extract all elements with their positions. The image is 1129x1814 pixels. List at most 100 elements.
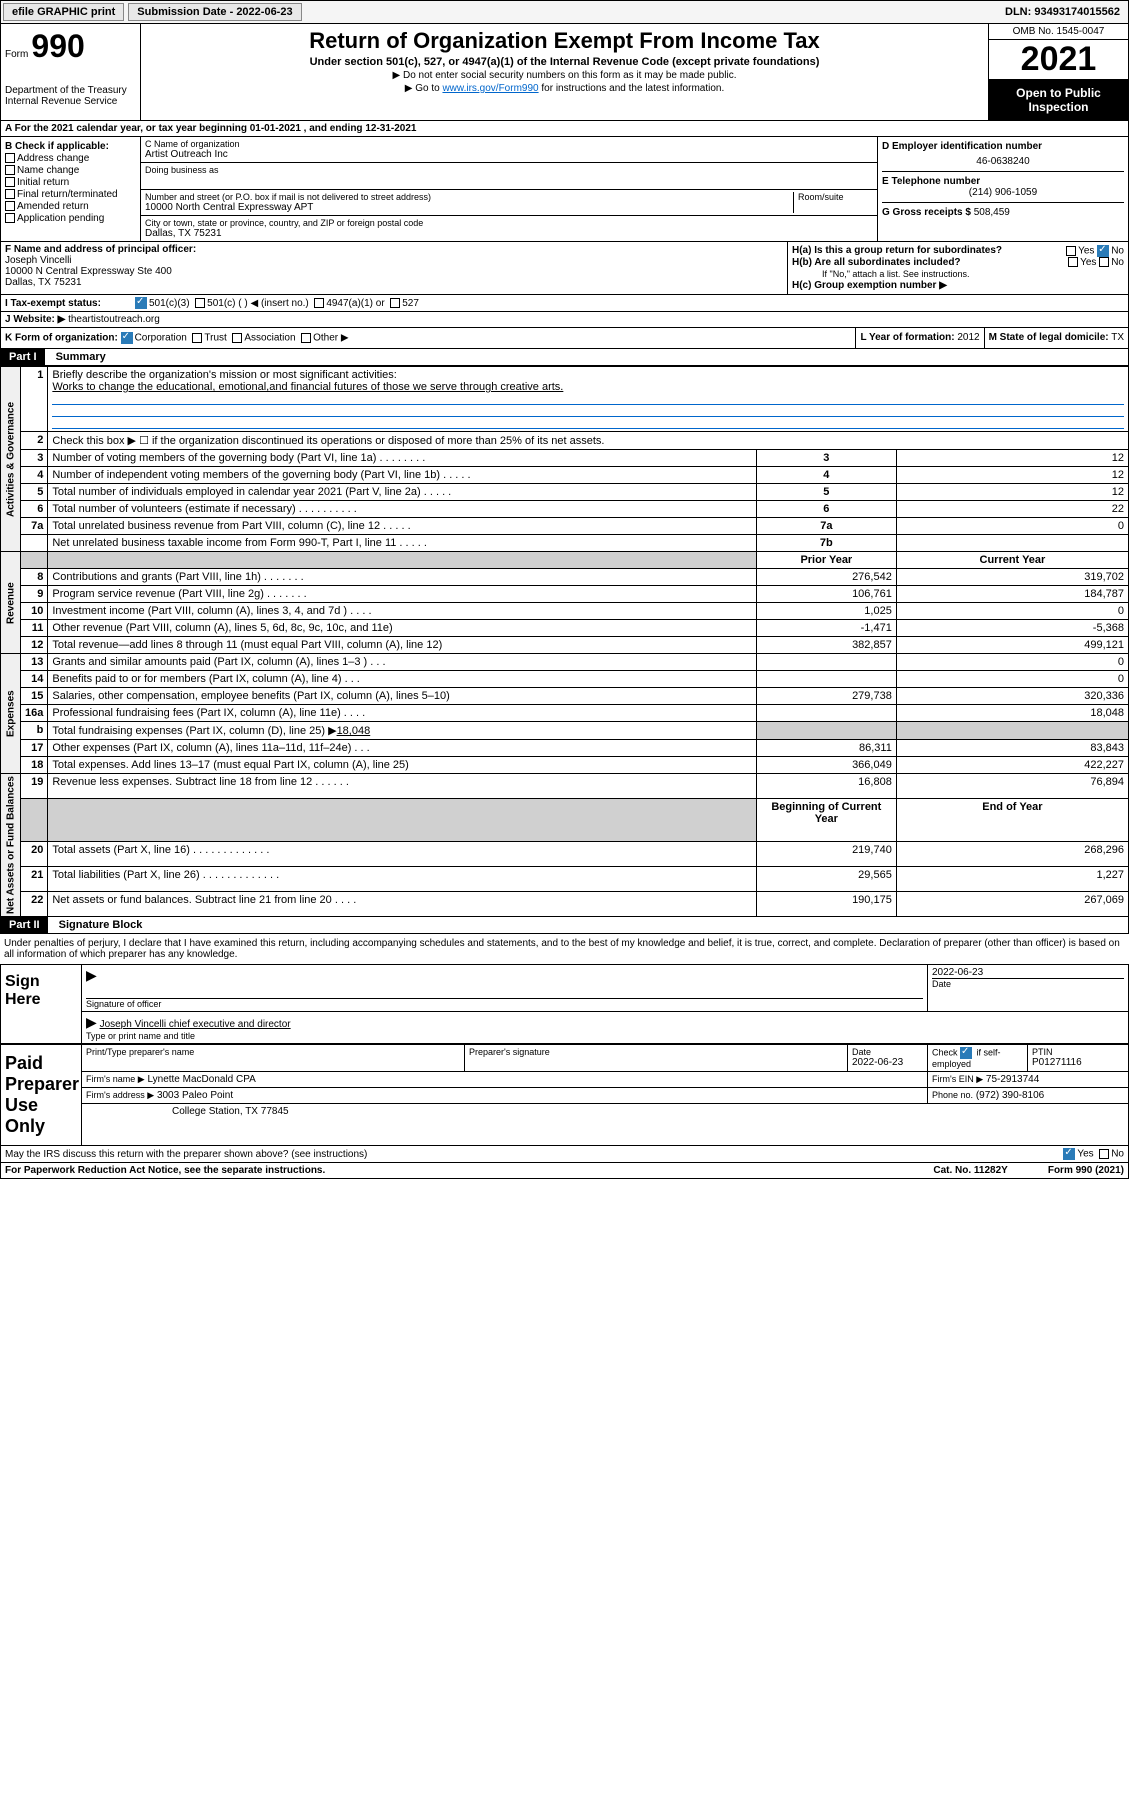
final-return-checkbox[interactable] bbox=[5, 189, 15, 199]
prior-year-header: Prior Year bbox=[756, 552, 896, 569]
association-checkbox[interactable] bbox=[232, 333, 242, 343]
pra-notice: For Paperwork Reduction Act Notice, see … bbox=[5, 1165, 325, 1176]
l8-prior: 276,542 bbox=[756, 569, 896, 586]
l4-value: 12 bbox=[896, 467, 1128, 484]
form-title: Return of Organization Exempt From Incom… bbox=[149, 28, 980, 54]
cat-no: Cat. No. 11282Y bbox=[933, 1165, 1007, 1176]
sign-here-label: Sign Here bbox=[1, 965, 81, 1043]
other-checkbox[interactable] bbox=[301, 333, 311, 343]
firm-addr1: 3003 Paleo Point bbox=[157, 1090, 233, 1101]
mission-text: Works to change the educational, emotion… bbox=[52, 381, 563, 393]
footer-row: For Paperwork Reduction Act Notice, see … bbox=[0, 1163, 1129, 1179]
l7a-value: 0 bbox=[896, 518, 1128, 535]
name-change-checkbox[interactable] bbox=[5, 165, 15, 175]
l12-prior: 382,857 bbox=[756, 637, 896, 654]
org-street: 10000 North Central Expressway APT bbox=[145, 202, 793, 213]
begin-year-header: Beginning of Current Year bbox=[756, 799, 896, 842]
dept-treasury: Department of the Treasury bbox=[5, 85, 136, 96]
firm-phone: (972) 390-8106 bbox=[976, 1090, 1044, 1101]
l19-current: 76,894 bbox=[896, 774, 1128, 799]
l20-prior: 219,740 bbox=[756, 841, 896, 866]
amended-return-checkbox[interactable] bbox=[5, 201, 15, 211]
year-formation: 2012 bbox=[957, 332, 979, 343]
arrow-icon: ▶ bbox=[86, 967, 97, 983]
net-assets-label: Net Assets or Fund Balances bbox=[1, 774, 21, 917]
part1-badge: Part I bbox=[1, 349, 45, 365]
self-employed-checkbox[interactable] bbox=[960, 1047, 972, 1059]
efile-print-button[interactable]: efile GRAPHIC print bbox=[3, 3, 124, 21]
tax-year-range: A For the 2021 calendar year, or tax yea… bbox=[0, 121, 1129, 137]
l16b-value: 18,048 bbox=[337, 725, 371, 737]
l18-prior: 366,049 bbox=[756, 757, 896, 774]
firm-addr2: College Station, TX 77845 bbox=[82, 1104, 1128, 1119]
officer-addr1: 10000 N Central Expressway Ste 400 bbox=[5, 266, 783, 277]
perjury-declaration: Under penalties of perjury, I declare th… bbox=[0, 934, 1129, 964]
box-d-e-g: D Employer identification number 46-0638… bbox=[878, 137, 1128, 241]
current-year-header: Current Year bbox=[896, 552, 1128, 569]
part2-header-row: Part II Signature Block bbox=[0, 917, 1129, 934]
org-name: Artist Outreach Inc bbox=[145, 149, 873, 160]
irs-link[interactable]: www.irs.gov/Form990 bbox=[442, 83, 538, 94]
submission-date-label: Submission Date - 2022-06-23 bbox=[128, 3, 301, 21]
address-change-checkbox[interactable] bbox=[5, 153, 15, 163]
l8-current: 319,702 bbox=[896, 569, 1128, 586]
org-info-block: B Check if applicable: Address change Na… bbox=[0, 137, 1129, 242]
officer-name: Joseph Vincelli bbox=[5, 255, 783, 266]
ha-no-checkbox[interactable] bbox=[1097, 245, 1109, 257]
l13-current: 0 bbox=[896, 654, 1128, 671]
l9-current: 184,787 bbox=[896, 586, 1128, 603]
tax-exempt-row: I Tax-exempt status: 501(c)(3) 501(c) ( … bbox=[0, 295, 1129, 312]
form-header: Form 990 Department of the Treasury Inte… bbox=[0, 24, 1129, 121]
firm-ein: 75-2913744 bbox=[986, 1074, 1039, 1085]
paid-preparer-block: Paid Preparer Use Only Print/Type prepar… bbox=[0, 1044, 1129, 1146]
501c-checkbox[interactable] bbox=[195, 298, 205, 308]
l6-value: 22 bbox=[896, 501, 1128, 518]
ha-yes-checkbox[interactable] bbox=[1066, 246, 1076, 256]
ssn-warning: ▶ Do not enter social security numbers o… bbox=[149, 70, 980, 81]
l7b-value bbox=[896, 535, 1128, 552]
l10-current: 0 bbox=[896, 603, 1128, 620]
l14-prior bbox=[756, 671, 896, 688]
l9-prior: 106,761 bbox=[756, 586, 896, 603]
state-domicile: TX bbox=[1111, 332, 1124, 343]
omb-number: OMB No. 1545-0047 bbox=[989, 24, 1128, 40]
firm-name: Lynette MacDonald CPA bbox=[147, 1074, 255, 1085]
4947-checkbox[interactable] bbox=[314, 298, 324, 308]
l11-current: -5,368 bbox=[896, 620, 1128, 637]
discuss-no-checkbox[interactable] bbox=[1099, 1149, 1109, 1159]
l22-prior: 190,175 bbox=[756, 891, 896, 916]
l16a-current: 18,048 bbox=[896, 705, 1128, 722]
form-org-row: K Form of organization: Corporation Trus… bbox=[0, 328, 1129, 349]
501c3-checkbox[interactable] bbox=[135, 297, 147, 309]
l15-current: 320,336 bbox=[896, 688, 1128, 705]
form-prefix: Form bbox=[5, 49, 28, 60]
officer-sign-name: Joseph Vincelli chief executive and dire… bbox=[100, 1019, 291, 1030]
discuss-yes-checkbox[interactable] bbox=[1063, 1148, 1075, 1160]
l11-prior: -1,471 bbox=[756, 620, 896, 637]
l21-current: 1,227 bbox=[896, 866, 1128, 891]
arrow-icon: ▶ bbox=[86, 1014, 97, 1030]
org-city: Dallas, TX 75231 bbox=[145, 228, 873, 239]
hb-no-checkbox[interactable] bbox=[1099, 257, 1109, 267]
l13-prior bbox=[756, 654, 896, 671]
initial-return-checkbox[interactable] bbox=[5, 177, 15, 187]
527-checkbox[interactable] bbox=[390, 298, 400, 308]
part1-header-row: Part I Summary bbox=[0, 349, 1129, 366]
hb-yes-checkbox[interactable] bbox=[1068, 257, 1078, 267]
application-pending-checkbox[interactable] bbox=[5, 213, 15, 223]
revenue-label: Revenue bbox=[1, 552, 21, 654]
goto-instructions: ▶ Go to www.irs.gov/Form990 for instruct… bbox=[149, 83, 980, 94]
part2-badge: Part II bbox=[1, 917, 48, 933]
ptin-value: P01271116 bbox=[1032, 1057, 1124, 1068]
l12-current: 499,121 bbox=[896, 637, 1128, 654]
l22-current: 267,069 bbox=[896, 891, 1128, 916]
l15-prior: 279,738 bbox=[756, 688, 896, 705]
tax-year: 2021 bbox=[989, 40, 1128, 80]
box-c-name-address: C Name of organization Artist Outreach I… bbox=[141, 137, 878, 241]
l3-value: 12 bbox=[896, 450, 1128, 467]
part2-title: Signature Block bbox=[51, 917, 151, 933]
trust-checkbox[interactable] bbox=[192, 333, 202, 343]
corporation-checkbox[interactable] bbox=[121, 332, 133, 344]
preparer-date: 2022-06-23 bbox=[852, 1057, 923, 1068]
l20-current: 268,296 bbox=[896, 841, 1128, 866]
